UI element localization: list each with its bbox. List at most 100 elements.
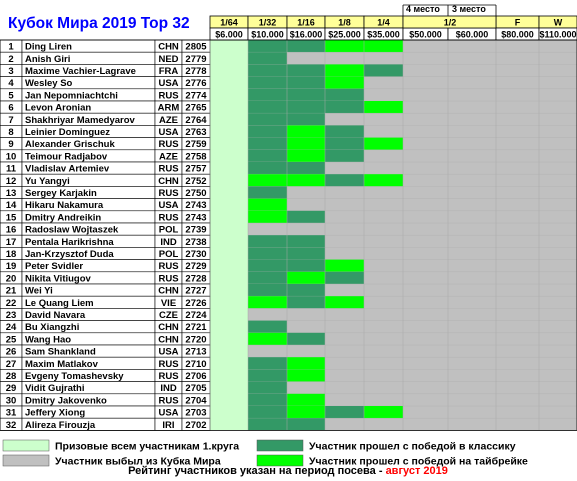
round-result-cell (248, 381, 287, 394)
table-row: 17 Pentala Harikrishna IND 2738 (0, 234, 577, 248)
player-name: Ding Liren (25, 42, 72, 53)
table-title: Кубок Мира 2019 Top 32 (8, 15, 190, 32)
player-rating: 2713 (185, 347, 206, 358)
player-federation: USA (158, 200, 178, 211)
player-rating: 2759 (185, 139, 206, 150)
round-result-cell (248, 320, 287, 333)
player-name: Anish Giri (25, 54, 70, 65)
round-result-cell (364, 40, 403, 53)
player-rating: 2750 (185, 188, 206, 199)
player-federation: RUS (158, 164, 178, 175)
round-result-cell (364, 406, 403, 419)
round-name: 1/16 (297, 18, 315, 28)
player-rating: 2724 (185, 310, 207, 321)
legend-won-classic-swatch (256, 439, 304, 452)
table-row: 31 Jeffery Xiong USA 2703 (0, 405, 577, 419)
round-result-cell (248, 284, 287, 297)
player-federation: NED (158, 54, 178, 65)
player-name: Alexander Grischuk (25, 139, 115, 150)
round-result-cell (248, 76, 287, 89)
player-seed: 18 (6, 249, 17, 260)
table-row: 28 Evgeny Tomashevsky RUS 2706 (0, 369, 577, 382)
player-federation: ARM (158, 103, 180, 114)
player-seed: 19 (6, 261, 17, 272)
player-federation: RUS (158, 359, 178, 370)
player-federation: VIE (161, 298, 176, 309)
round-result-cell (248, 40, 287, 53)
player-rating: 2774 (185, 90, 207, 101)
table-row: 13 Sergey Karjakin RUS 2750 (0, 186, 577, 199)
round-result-cell (287, 162, 325, 175)
legend-prize-all-label: Призовые всем участникам 1.круга (55, 441, 239, 453)
round-result-cell (325, 40, 364, 53)
player-seed: 25 (6, 334, 17, 345)
player-rating: 2730 (185, 249, 206, 260)
player-name: Jan-Krzysztof Duda (25, 249, 114, 260)
player-rating: 2743 (185, 212, 206, 223)
round-prize: $16.000 (290, 30, 323, 40)
player-rating: 2752 (185, 176, 206, 187)
player-federation: USA (158, 127, 178, 138)
round-result-cell (325, 174, 364, 187)
player-name: Leinier Dominguez (25, 127, 110, 138)
player-rating: 2706 (185, 371, 206, 382)
player-seed: 30 (6, 395, 17, 406)
table-row: 26 Sam Shankland USA 2713 (0, 344, 577, 358)
legend-prize-all-swatch (2, 439, 50, 452)
round-result-cell (287, 210, 325, 223)
table-row: 7 Shakhriyar Mamedyarov AZE 2764 (0, 112, 577, 126)
table-row: 27 Maxim Matlakov RUS 2710 (0, 356, 577, 370)
round-result-cell (248, 247, 287, 260)
table-row: 32 Alireza Firouzja IRI 2702 (0, 417, 577, 431)
player-rating: 2764 (185, 115, 207, 126)
round-result-cell (364, 64, 403, 77)
player-name: Maxim Matlakov (25, 359, 99, 370)
round-result-cell (287, 369, 325, 382)
round-prize: $25.000 (328, 30, 361, 40)
round-result-cell (287, 332, 325, 345)
player-seed: 4 (8, 78, 14, 89)
player-federation: RUS (158, 139, 178, 150)
table-row: 5 Jan Nepomniachtchi RUS 2774 (0, 88, 577, 101)
player-rating: 2703 (185, 408, 206, 419)
round-name: F (515, 18, 521, 28)
player-rating: 2805 (185, 42, 207, 53)
player-rating: 2738 (185, 237, 206, 248)
round-prize: $50.000 (409, 30, 442, 40)
player-seed: 8 (8, 127, 13, 138)
round-result-cell (287, 357, 325, 370)
player-seed: 22 (6, 298, 17, 309)
player-seed: 26 (6, 347, 17, 358)
round-result-cell (248, 332, 287, 345)
player-federation: RUS (158, 188, 178, 199)
player-federation: CHN (158, 334, 179, 345)
player-federation: CHN (158, 42, 179, 53)
round-result-cell (248, 393, 287, 406)
round-prize: $80.000 (501, 30, 534, 40)
player-seed: 27 (6, 359, 17, 370)
round-name: 1/8 (338, 18, 351, 28)
player-rating: 2779 (185, 54, 206, 65)
table-row: 3 Maxime Vachier-Lagrave FRA 2778 (0, 64, 577, 77)
player-rating: 2721 (185, 322, 207, 333)
player-seed: 3 (8, 66, 13, 77)
round-result-cell (248, 357, 287, 370)
round-result-cell (248, 64, 287, 77)
semifinal-header-cell (402, 15, 497, 29)
first-round-column (210, 40, 248, 431)
round-result-cell (325, 88, 364, 101)
player-name: Yu Yangyi (25, 176, 70, 187)
player-federation: POL (159, 225, 179, 236)
table-row: 23 David Navara CZE 2724 (0, 308, 577, 321)
round-result-cell (287, 137, 325, 150)
round-result-cell (287, 88, 325, 101)
player-federation: RUS (158, 90, 178, 101)
player-rating: 2776 (185, 78, 206, 89)
player-rating: 2739 (185, 225, 206, 236)
round-result-cell (248, 296, 287, 309)
player-name: Vladislav Artemiev (25, 164, 110, 175)
player-seed: 24 (6, 322, 17, 333)
player-seed: 14 (6, 200, 17, 211)
player-federation: CHN (158, 176, 179, 187)
player-rating: 2702 (185, 420, 206, 431)
